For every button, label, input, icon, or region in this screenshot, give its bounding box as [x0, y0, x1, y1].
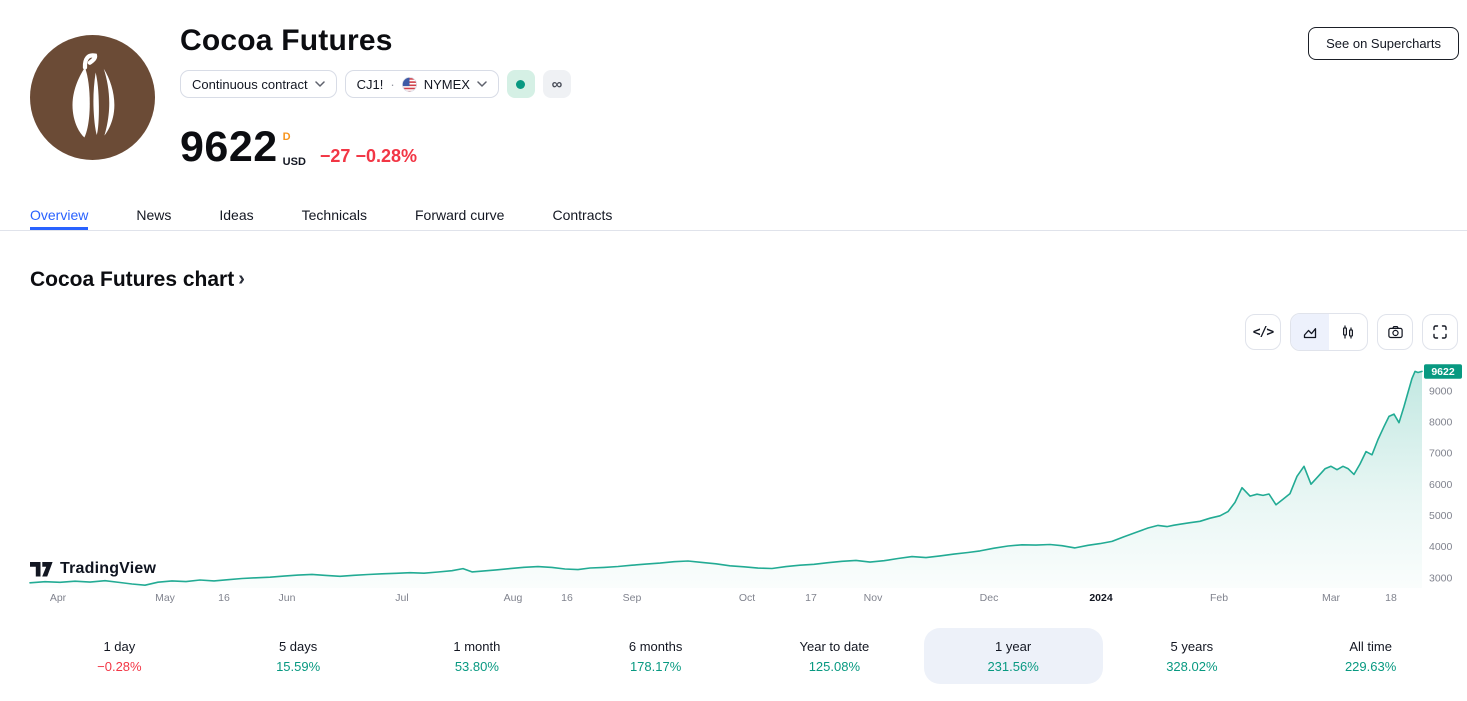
chevron-right-icon: › — [238, 267, 245, 290]
range-label: Year to date — [799, 638, 870, 654]
contract-dropdown-label: Continuous contract — [192, 76, 308, 92]
contract-dropdown[interactable]: Continuous contract — [180, 70, 337, 98]
candles-style-button[interactable] — [1329, 314, 1367, 350]
range-label: 1 month — [453, 638, 501, 654]
tab-forward-curve[interactable]: Forward curve — [415, 207, 505, 223]
area-chart-icon — [1303, 328, 1317, 339]
x-tick-label: Sep — [623, 592, 642, 604]
x-tick-label: 16 — [561, 592, 573, 604]
see-on-supercharts-button[interactable]: See on Supercharts — [1308, 27, 1459, 60]
y-tick-label: 8000 — [1429, 417, 1453, 429]
x-tick-label: Mar — [1322, 592, 1341, 604]
range-button-1-month[interactable]: 1 month 53.80% — [388, 628, 567, 684]
tradingview-watermark[interactable]: TradingView — [30, 560, 156, 578]
symbol-dropdown[interactable]: CJ1! · NYMEX — [344, 70, 499, 98]
x-tick-label: May — [155, 592, 176, 604]
x-tick-label: Jul — [395, 592, 408, 604]
tab-overview[interactable]: Overview — [30, 200, 88, 230]
area-style-button[interactable] — [1291, 314, 1329, 350]
x-tick-label: Feb — [1210, 592, 1228, 604]
y-tick-label: 3000 — [1429, 572, 1453, 584]
candlestick-icon — [1342, 325, 1354, 339]
range-button-6-months[interactable]: 6 months 178.17% — [566, 628, 745, 684]
cocoa-logo-icon — [30, 35, 155, 160]
exchange-label: NYMEX — [423, 76, 470, 92]
fullscreen-icon — [1433, 325, 1447, 339]
price-change: −27 −0.28% — [319, 146, 418, 166]
range-change-value: −0.28% — [97, 658, 142, 674]
fullscreen-button[interactable] — [1422, 314, 1458, 350]
us-flag-icon — [401, 76, 417, 92]
x-tick-label: Dec — [980, 592, 999, 604]
chevron-down-icon — [314, 81, 325, 87]
price-value: 9622 — [180, 123, 278, 171]
range-change-value: 328.02% — [1166, 658, 1218, 674]
chart-toolbar: </> — [1245, 313, 1458, 351]
range-button-5-years[interactable]: 5 years 328.02% — [1103, 628, 1282, 684]
range-button-all-time[interactable]: All time 229.63% — [1281, 628, 1460, 684]
range-selector-row: 1 day −0.28% 5 days 15.59% 1 month 53.80% 6 mo… — [30, 628, 1460, 684]
range-button-year-to-date[interactable]: Year to date 125.08% — [745, 628, 924, 684]
tab-bar: Overview News Ideas Technicals Forward c… — [30, 200, 612, 230]
tab-technicals[interactable]: Technicals — [301, 207, 367, 223]
session-flag: D — [282, 131, 291, 143]
y-tick-label: 4000 — [1429, 541, 1453, 553]
y-tick-label: 9000 — [1429, 385, 1453, 397]
x-tick-label: Jun — [279, 592, 296, 604]
tab-news[interactable]: News — [136, 207, 172, 223]
infinity-icon: ∞ — [551, 75, 563, 93]
range-label: 1 day — [103, 638, 136, 654]
tabs-divider — [0, 230, 1467, 231]
range-change-value: 15.59% — [276, 658, 321, 674]
area-fill — [30, 371, 1422, 588]
camera-icon — [1387, 326, 1403, 339]
chart-section-heading[interactable]: Cocoa Futures chart › — [30, 267, 245, 292]
source-code-button[interactable]: </> — [1245, 314, 1281, 350]
x-tick-label: Oct — [739, 592, 755, 604]
y-tick-label: 5000 — [1429, 510, 1453, 522]
chart-style-group — [1290, 313, 1368, 351]
range-label: 5 years — [1170, 638, 1214, 654]
range-change-value: 125.08% — [808, 658, 861, 674]
x-tick-label: Nov — [864, 592, 883, 604]
range-label: 5 days — [278, 638, 318, 654]
market-open-dot-icon — [516, 79, 526, 89]
range-label: 1 year — [995, 638, 1032, 654]
range-label: All time — [1349, 638, 1392, 654]
range-change-value: 231.56% — [987, 658, 1039, 674]
range-change-value: 53.80% — [454, 658, 499, 674]
last-price-tag — [1424, 364, 1462, 379]
range-button-5-days[interactable]: 5 days 15.59% — [209, 628, 388, 684]
x-tick-label: 2024 — [1089, 592, 1113, 604]
market-open-indicator[interactable] — [506, 70, 535, 98]
price-currency: USD — [282, 156, 306, 168]
range-label: 6 months — [628, 638, 683, 654]
tab-ideas[interactable]: Ideas — [219, 207, 254, 223]
last-price-tag-label: 9622 — [1431, 366, 1455, 378]
range-change-value: 229.63% — [1344, 658, 1397, 674]
data-mode-indicator[interactable]: ∞ — [542, 70, 571, 98]
range-button-1-day[interactable]: 1 day −0.28% — [30, 628, 209, 684]
x-tick-label: 18 — [1385, 592, 1397, 604]
y-tick-label: 7000 — [1429, 448, 1453, 460]
x-tick-label: Aug — [504, 592, 523, 604]
x-tick-label: 17 — [805, 592, 817, 604]
page-title: Cocoa Futures — [180, 24, 393, 57]
range-button-1-year[interactable]: 1 year 231.56% — [923, 628, 1103, 684]
watermark-label: TradingView — [60, 560, 157, 577]
tab-contracts[interactable]: Contracts — [552, 207, 613, 223]
range-change-value: 178.17% — [629, 658, 682, 674]
separator-dot: · — [390, 76, 395, 92]
x-tick-label: 16 — [218, 592, 230, 604]
tradingview-logo-icon — [30, 561, 53, 576]
snapshot-button[interactable] — [1377, 314, 1413, 350]
symbol-code: CJ1! — [356, 76, 384, 92]
chevron-down-icon — [477, 81, 487, 87]
code-icon: </> — [1252, 324, 1275, 340]
price-line — [29, 370, 1423, 586]
x-tick-label: Apr — [50, 592, 67, 604]
y-tick-label: 6000 — [1429, 479, 1453, 491]
